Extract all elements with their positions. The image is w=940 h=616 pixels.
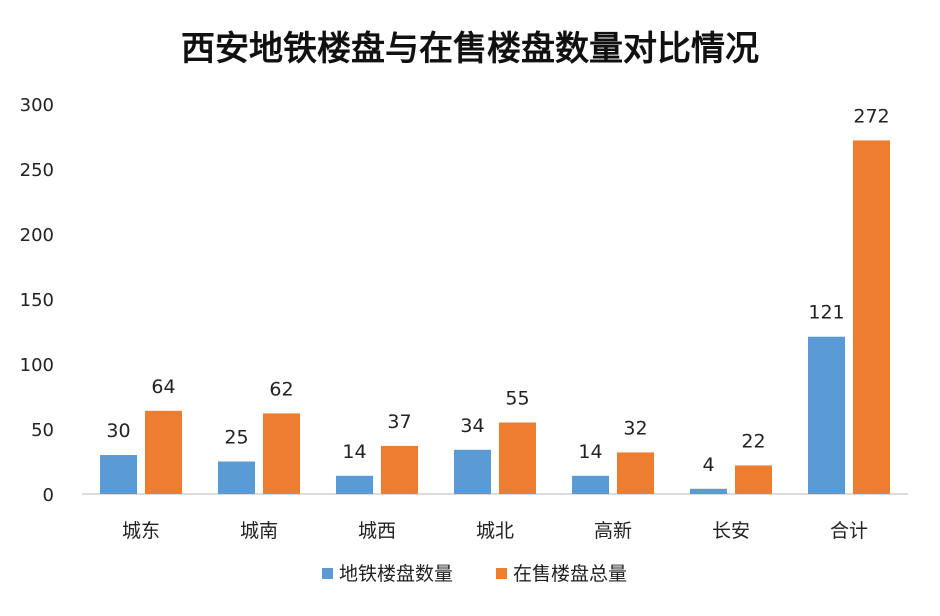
bar-onsale <box>499 422 536 494</box>
bars <box>100 140 890 494</box>
legend-swatch <box>322 568 333 579</box>
bar-metro <box>100 455 137 494</box>
x-category-label: 长安 <box>712 520 750 542</box>
legend-label: 地铁楼盘数量 <box>339 563 453 585</box>
bar-onsale <box>735 465 772 494</box>
data-label: 4 <box>702 454 714 476</box>
data-label: 62 <box>269 378 293 400</box>
x-category-label: 合计 <box>830 520 868 542</box>
bar-onsale <box>145 410 182 494</box>
chart-title: 西安地铁楼盘与在售楼盘数量对比情况 <box>181 29 759 69</box>
y-tick-label: 50 <box>31 420 54 441</box>
y-tick-label: 0 <box>43 485 54 506</box>
bar-metro <box>690 488 727 494</box>
data-label: 32 <box>623 417 647 439</box>
bar-metro <box>218 461 255 494</box>
x-category-label: 高新 <box>594 520 632 542</box>
data-labels: 30 64 25 62 14 37 34 55 14 32 4 22 121 272 <box>106 105 889 475</box>
bar-onsale <box>263 413 300 494</box>
data-label: 121 <box>808 302 844 324</box>
data-label: 64 <box>151 376 175 398</box>
legend-label: 在售楼盘总量 <box>513 563 627 585</box>
legend-swatch <box>496 568 507 579</box>
x-category-label: 城东 <box>122 520 160 542</box>
y-tick-label: 200 <box>20 225 54 246</box>
y-tick-label: 300 <box>20 95 54 116</box>
y-tick-label: 100 <box>20 355 54 376</box>
data-label: 34 <box>460 415 484 437</box>
bar-metro <box>572 475 609 494</box>
y-tick-label: 250 <box>20 160 54 181</box>
data-label: 55 <box>505 388 529 410</box>
bar-metro <box>336 475 373 494</box>
category-labels: 城东 城南 城西 城北 高新 长安 合计 <box>122 520 868 542</box>
bar-metro <box>808 336 845 494</box>
x-category-label: 城北 <box>476 520 514 542</box>
bar-metro <box>454 449 491 494</box>
x-category-label: 城南 <box>240 520 278 542</box>
data-label: 14 <box>578 441 602 463</box>
bar-onsale <box>381 445 418 494</box>
x-category-label: 城西 <box>358 520 396 542</box>
data-label: 272 <box>853 105 889 127</box>
data-label: 22 <box>741 430 765 452</box>
data-label: 14 <box>342 441 366 463</box>
legend: 地铁楼盘数量 在售楼盘总量 <box>322 563 627 585</box>
bar-onsale <box>853 140 890 494</box>
y-axis-ticks: 0 50 100 150 200 250 300 <box>20 95 54 506</box>
data-label: 30 <box>106 420 130 442</box>
bar-onsale <box>617 452 654 494</box>
y-tick-label: 150 <box>20 290 54 311</box>
data-label: 37 <box>387 411 411 433</box>
data-label: 25 <box>224 427 248 449</box>
